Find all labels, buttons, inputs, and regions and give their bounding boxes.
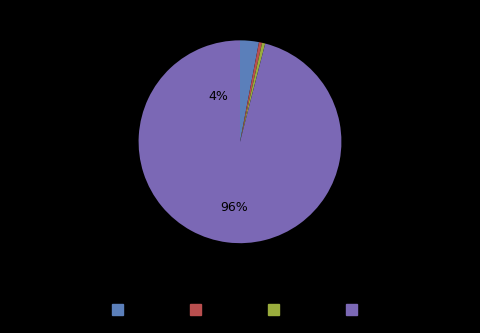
Text: 96%: 96% [220, 201, 248, 214]
Wedge shape [240, 40, 259, 142]
Wedge shape [240, 42, 262, 142]
Text: 4%: 4% [208, 90, 228, 103]
Wedge shape [240, 43, 265, 142]
Legend: , , , : , , , [112, 303, 368, 317]
Wedge shape [139, 40, 341, 243]
